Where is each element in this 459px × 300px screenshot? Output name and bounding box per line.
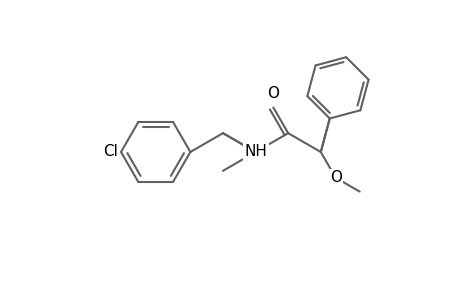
Text: NH: NH [244,145,266,160]
Text: O: O [329,170,341,185]
Text: O: O [267,86,279,101]
Text: Cl: Cl [103,145,118,160]
